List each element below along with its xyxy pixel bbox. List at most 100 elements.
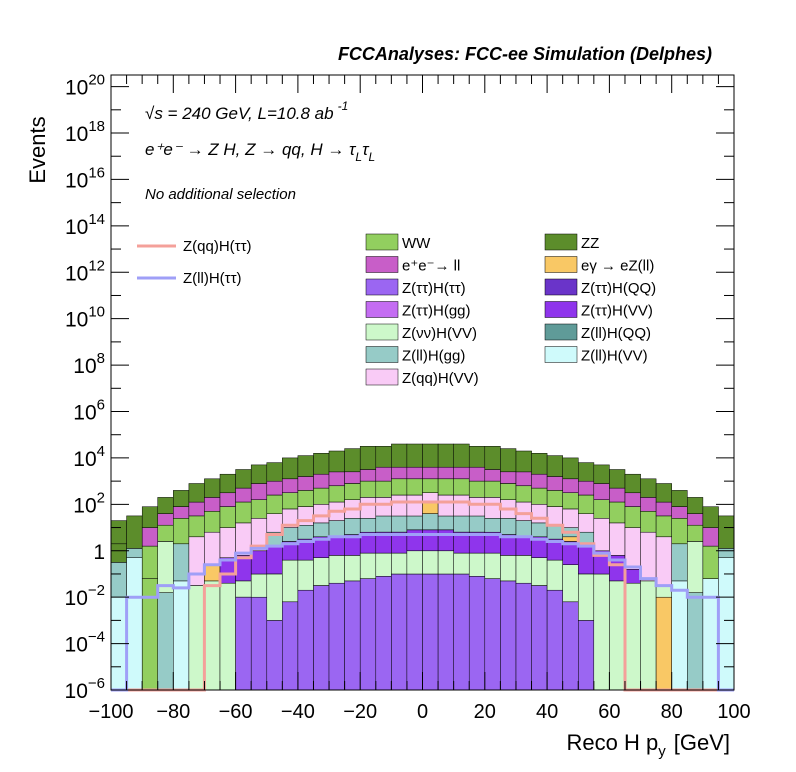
hist-bar-26-0 [515,582,532,691]
hist-bar-12-6 [297,476,314,491]
hist-bar-11-6 [282,478,299,493]
hist-bar-37-3 [687,513,704,526]
hist-bar-27-4 [531,504,548,524]
hist-bar-3-0 [157,592,174,691]
hist-bar-7-5 [219,473,236,494]
hist-bar-9-2 [250,550,268,575]
hist-bar-18-3 [391,515,408,533]
hist-bar-29-7 [562,478,579,493]
hist-bar-20-3 [422,513,439,531]
hist-bar-33-1 [624,569,641,584]
process-sub1: L [355,150,362,164]
hist-bar-32-2 [609,522,626,556]
hist-bar-27-7 [531,453,548,475]
y-tick-base: 10 [65,262,88,285]
hist-bar-12-4 [297,506,314,526]
y-tick-label-9: 102 [73,489,105,517]
y-tick-base: 10 [65,123,88,146]
hist-bar-33-3 [624,506,641,528]
y-tick-base: 10 [65,77,88,100]
hist-bar-10-5 [266,494,283,514]
legend-swatch-4 [365,278,399,296]
legend-swatch-1 [544,233,578,251]
hist-bar-7-3 [219,506,236,528]
hist-bar-22-6 [453,466,470,480]
hist-bar-4-3 [173,506,190,519]
hist-bar-31-5 [593,464,610,484]
hist-bar-16-5 [359,480,377,498]
y-tick-exponent: 2 [97,489,105,506]
legend-label-12: Z(qq)H(VV) [402,370,479,387]
hist-bar-11-7 [282,457,299,480]
hist-bar-33-4 [624,492,641,507]
energy-sup: -1 [338,99,349,113]
hist-bar-19-6 [406,466,423,480]
hist-bar-26-3 [515,520,532,538]
hist-bar-12-0 [297,589,314,691]
hist-bar-37-2 [687,524,704,542]
hist-bar-13-1 [313,557,330,586]
hist-bar-39-2 [718,515,735,549]
y-axis-label: Events [25,116,50,183]
hist-bar-17-4 [375,497,392,517]
hist-bar-8-1 [235,580,252,598]
x-tick-label-10: 100 [717,701,750,723]
hist-bar-3-3 [157,513,174,526]
hist-bar-23-6 [468,466,486,482]
hist-bar-24-6 [484,469,501,482]
hist-bar-19-7 [406,443,423,468]
hist-bar-25-1 [500,555,517,582]
header-title: FCCAnalyses: FCC-ee Simulation (Delphes) [338,44,712,64]
hist-bar-6-0 [204,580,221,691]
hist-bar-20-8 [422,443,439,468]
hist-bar-32-4 [609,487,626,503]
y-tick-exponent: 14 [88,211,105,228]
hist-bar-31-3 [593,499,610,519]
hist-bar-5-3 [188,501,205,517]
process-sub2: L [368,150,375,164]
hist-bar-35-5 [655,483,672,503]
hist-bar-12-1 [297,559,314,591]
y-tick-base: 10 [65,309,88,332]
hist-bar-6-1 [204,564,221,582]
process-text: e⁺e⁻ → Z H, Z → qq, H → τ [145,140,357,159]
hist-bar-17-1 [375,552,392,577]
legend-swatch-5 [544,278,578,296]
energy-text: √s = 240 GeV, L=10.8 ab [145,104,334,123]
hist-bar-25-3 [500,518,517,535]
hist-bar-2-3 [141,506,159,528]
legend-label-7: Z(ττ)H(VV) [581,303,653,320]
hist-bar-19-3 [406,515,423,531]
hist-bar-27-6 [531,473,548,489]
legend-swatch-9 [544,323,578,341]
hist-bar-21-5 [437,478,454,496]
legend-label-0: WW [402,235,431,252]
legend-background: WW ZZ e⁺e⁻→ ll eγ → eZ(ll) Z(ττ)H(ττ) Z(ττ)H(… [365,233,656,387]
hist-bar-29-1 [562,564,579,603]
hist-bar-13-0 [313,585,330,691]
y-tick-exponent: 10 [88,304,105,321]
hist-bar-4-0 [173,580,190,691]
hist-bar-4-1 [173,543,190,582]
hist-bar-31-4 [593,483,610,500]
hist-bar-7-1 [219,557,236,584]
y-tick-exponent: −6 [88,675,105,692]
hist-bar-35-2 [655,536,672,586]
hist-bar-9-0 [250,596,268,691]
hist-bar-15-1 [344,555,361,582]
x-axis-label-main: Reco H p [567,730,659,755]
hist-bar-29-8 [562,457,579,480]
hist-bar-22-7 [453,443,470,468]
hist-bar-3-2 [157,524,174,542]
hist-bar-16-7 [359,446,377,470]
hist-bar-35-1 [655,585,672,598]
legend-swatch-2 [365,256,399,273]
hist-bar-15-0 [344,580,361,691]
hist-bar-24-1 [484,552,501,579]
hist-bar-36-4 [671,490,688,507]
hist-bar-33-0 [624,582,641,691]
hist-bar-31-2 [593,518,610,552]
hist-bar-35-3 [655,515,672,538]
legend-label-8: Z(νν)H(VV) [402,325,477,342]
hist-bar-18-5 [391,478,408,496]
